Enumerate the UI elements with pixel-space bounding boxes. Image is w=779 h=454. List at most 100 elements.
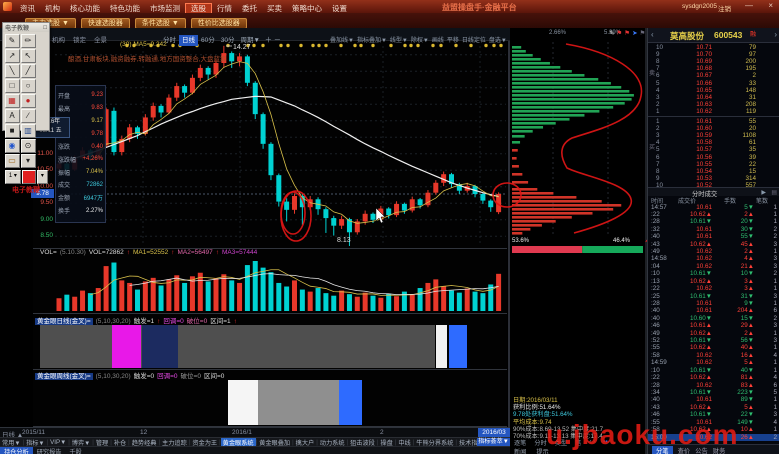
tick-row[interactable]: 14:58 10.62 4▲ 3 (651, 255, 777, 263)
zoom-in-button[interactable]: ＋ (264, 37, 272, 44)
indicator-tab-中线[interactable]: 中线 (398, 440, 411, 447)
indicator-tab-资金为王[interactable]: 资金为王 (192, 440, 218, 447)
indicator-tab-常用▼[interactable]: 常用▼ (2, 440, 21, 447)
order-book-row[interactable]: 6 10.67 2 (656, 72, 756, 80)
logout-link[interactable]: 注销 (718, 6, 731, 13)
indicator-tab-趋势经典[interactable]: 趋势经典 (131, 440, 157, 447)
tick-row[interactable]: :49 10.62▲ 2▲ 1 (651, 329, 777, 337)
view-mode-机构[interactable]: 机构 (52, 37, 65, 44)
tick-row[interactable]: :22 10.62 3▲ 1 (651, 285, 777, 293)
tick-row[interactable]: :28 10.61 9▼ 1 (651, 299, 777, 307)
chart-tool-除权▼[interactable]: 除权▼ (410, 38, 429, 44)
tick-row[interactable]: :55 10.62▲ 40▲ 1 (651, 344, 777, 352)
indicator-tab-指标▼[interactable]: 指标▼ (26, 440, 45, 447)
tick-row[interactable]: :34 10.61▼ 223▼ 5 (651, 389, 777, 396)
quick-button[interactable]: 性价比选股器 (190, 17, 247, 29)
tick-row[interactable]: :13 10.62▲ 3▲ 1 (651, 277, 777, 285)
order-book-row[interactable]: 1 10.61 55 (656, 117, 756, 125)
quick-button[interactable]: 条件选股 ▼ (134, 17, 186, 29)
status-tab-持仓分析[interactable]: 持仓分析 (0, 446, 33, 454)
indicator-tab-牛熊分界系统[interactable]: 牛熊分界系统 (416, 440, 454, 447)
order-book-row[interactable]: 2 10.63 208 (656, 101, 756, 109)
menu-item-设置[interactable]: 设置 (332, 3, 347, 13)
flag-icon[interactable]: ✎ (609, 30, 615, 37)
palette-tool-8[interactable]: ▦ (4, 93, 20, 108)
indicator-tab-操盘[interactable]: 操盘 (380, 440, 393, 447)
indicator-tab-主力追踪[interactable]: 主力追踪 (162, 440, 187, 447)
tick-row[interactable]: :28 10.62 83▲ 6 (651, 381, 777, 389)
palette-tool-7[interactable]: ○ (20, 78, 36, 93)
chart-tool-叠加线▼[interactable]: 叠加线▼ (330, 38, 354, 44)
chart-tool-平移[interactable]: 平移 (446, 38, 459, 44)
tick-row[interactable]: :10 10.61▼ 10▼ 2 (651, 270, 777, 278)
tick-row[interactable]: :40 10.61 204▲ 6 (651, 307, 777, 315)
quote-tab-分笔[interactable]: 分笔 (652, 445, 673, 454)
indicator-tab-技术指标[interactable]: 技术指标 (458, 440, 484, 447)
indicator-collection-button[interactable]: 指标荟萃▼ (477, 438, 510, 446)
menu-item-机构[interactable]: 机构 (45, 3, 60, 13)
palette-tool-4[interactable]: ╲ (4, 63, 20, 78)
order-book-row[interactable]: 8 10.69 200 (656, 57, 756, 65)
tick-row[interactable]: :52 10.61▼ 56▼ 3 (651, 337, 777, 345)
chip-pager[interactable]: ‹ › (589, 438, 596, 445)
order-book-row[interactable]: 5 10.66 33 (656, 79, 756, 87)
order-book-row[interactable]: 9 10.70 97 (656, 50, 756, 58)
menu-item-选股[interactable]: 选股 (185, 2, 212, 14)
quote-tab-公告[interactable]: 公告 (695, 447, 708, 454)
tick-row[interactable]: :10 10.61▼ 40▼ 1 (651, 366, 777, 374)
tick-menu-icon[interactable]: ▤ (771, 190, 777, 196)
palette-tool-15[interactable]: ⊙ (20, 138, 36, 153)
indicator-tab-VIP▼[interactable]: VIP▼ (50, 439, 67, 446)
status-tab-研究报告[interactable]: 研究报告 (36, 448, 62, 454)
palette-close-icon[interactable]: □ (43, 24, 47, 31)
chip-tool-类型[interactable]: 类型 (554, 440, 568, 447)
indicator-tab-动力系统[interactable]: 动力系统 (319, 440, 345, 447)
palette-tool-14[interactable]: ◉ (4, 138, 20, 153)
chart-tool-线型▼[interactable]: 线型▼ (389, 38, 408, 44)
menu-item-资讯[interactable]: 资讯 (20, 3, 35, 13)
tick-row[interactable]: :22 10.62▲ 81▲ 4 (651, 374, 777, 382)
period-tab-30分[interactable]: 30分 (220, 37, 235, 44)
menu-item-市场监测[interactable]: 市场监测 (150, 3, 180, 13)
order-book-row[interactable]: 4 10.65 148 (656, 86, 756, 94)
order-book-row[interactable]: 7 10.55 22 (656, 160, 756, 168)
pane3-title[interactable]: 黄金眼日线(金叉)= (35, 318, 93, 325)
palette-tool-16[interactable]: ▭ (4, 153, 20, 168)
menu-item-策略中心[interactable]: 策略中心 (292, 3, 322, 13)
order-book-row[interactable]: 5 10.57 35 (656, 146, 756, 154)
chart-tool-日线定位[interactable]: 日线定位 (461, 38, 486, 44)
menu-item-特色功能[interactable]: 特色功能 (110, 3, 140, 13)
view-mode-锁定[interactable]: 锁定 (73, 37, 86, 44)
tick-row[interactable]: :40 10.61 55▼ 2 (651, 233, 777, 241)
tick-row[interactable]: :55 10.61 149▼ 4 (651, 418, 777, 426)
chip-tool-笔[interactable]: 笔 (575, 440, 582, 447)
order-book-row[interactable]: 6 10.56 39 (656, 153, 756, 161)
indicator-tab-管理[interactable]: 管理 (95, 440, 109, 447)
order-book-row[interactable]: 9 10.53 314 (656, 175, 756, 183)
tick-row[interactable]: :46 10.61▼ 22▼ 3 (651, 411, 777, 419)
tick-row[interactable]: :49 10.62 2▲ 1 (651, 248, 777, 256)
order-book-row[interactable]: 1 10.62 119 (656, 108, 756, 116)
minimize-button[interactable]: — (745, 1, 753, 10)
chip-tab-提示[interactable]: 提示 (536, 449, 549, 454)
tick-row[interactable]: 14:59 10.62 5▲ 1 (651, 359, 777, 367)
indicator-tab-擒大户[interactable]: 擒大户 (295, 440, 315, 447)
tick-row[interactable]: :46 10.61▲ 29▲ 3 (651, 322, 777, 330)
zoom-out-button[interactable]: － (273, 37, 281, 44)
flag-icon[interactable]: ⚑ (616, 30, 623, 37)
freq-label[interactable]: 日线 ▲ (2, 432, 24, 439)
palette-tool-0[interactable]: ✎ (4, 33, 20, 48)
palette-tool-17[interactable]: ▾ (20, 153, 36, 168)
tick-row[interactable]: :22 10.62▲ 2▲ 1 (651, 210, 777, 218)
order-book-row[interactable]: 4 10.58 61 (656, 139, 756, 147)
order-book-row[interactable]: 3 10.64 31 (656, 93, 756, 101)
tick-row[interactable]: :40 10.60▼ 15▼ 2 (651, 314, 777, 322)
menu-item-核心功能[interactable]: 核心功能 (70, 3, 100, 13)
menu-item-买卖[interactable]: 买卖 (267, 3, 282, 13)
tick-row[interactable]: :25 10.61▼ 31▼ 3 (651, 292, 777, 300)
order-book-row[interactable]: 3 10.59 1108 (656, 131, 756, 139)
flag-icon[interactable]: ➤ (632, 30, 638, 37)
indicator-tab-狙击波段[interactable]: 狙击波段 (350, 440, 375, 447)
menu-item-行情[interactable]: 行情 (217, 3, 232, 13)
flag-icon[interactable]: ⚑ (639, 30, 646, 37)
